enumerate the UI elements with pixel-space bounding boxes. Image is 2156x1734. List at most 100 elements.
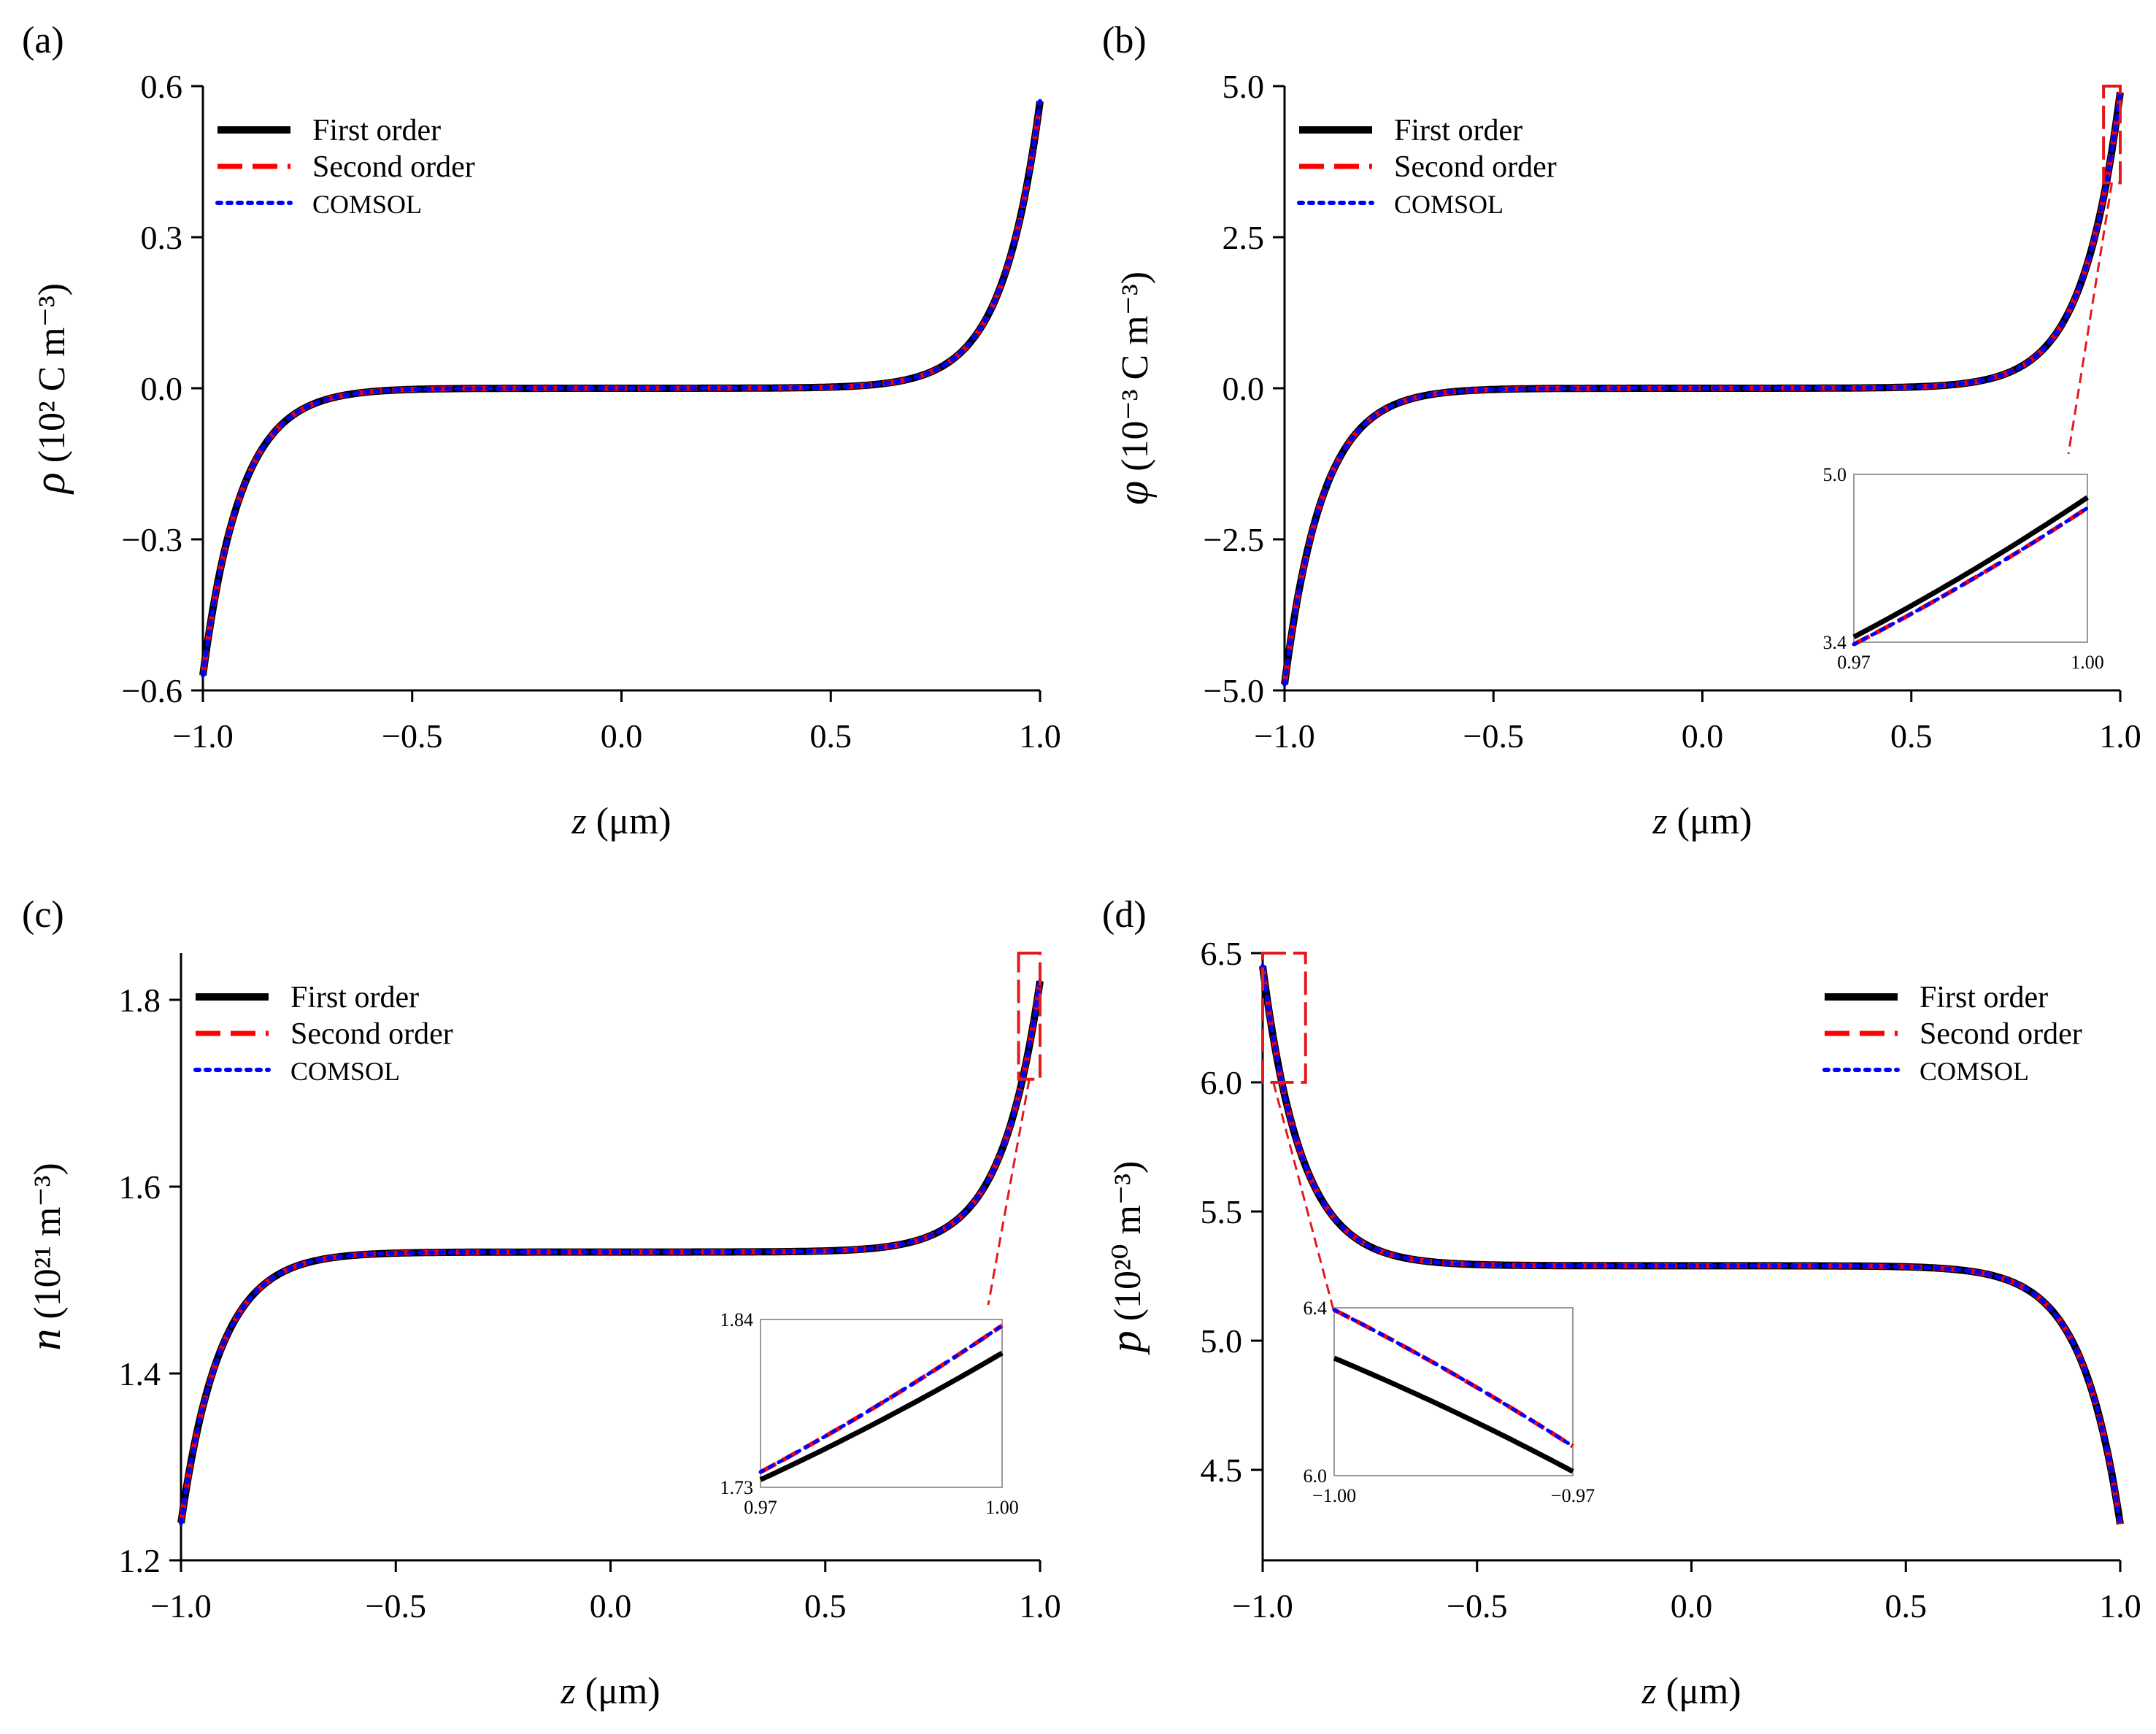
panel-b: (b) −1.0 −0.5 0.0 0.5 1.0 −5.0 −2.5 0.0 2.5 5.0 z (… [1102, 20, 2141, 842]
zoom-lead-line [1272, 1082, 1337, 1319]
y-tick-label: 6.5 [1201, 935, 1243, 972]
y-tick-label: 1.8 [119, 982, 161, 1019]
x-axis-symbol: z [1652, 801, 1667, 842]
y-axis-label: p (10²⁰ m⁻³) [1101, 1161, 1150, 1356]
x-tick-label: −1.0 [1254, 717, 1314, 755]
series-line-dotted [1260, 963, 2122, 1527]
x-tick-label: 1.0 [2099, 1587, 2141, 1625]
x-tick-label: −1.0 [150, 1587, 211, 1625]
y-tick-label: 5.5 [1201, 1193, 1243, 1230]
inset-y-tick-label: 6.4 [1304, 1298, 1328, 1319]
panel-c: (c) −1.0 −0.5 0.0 0.5 1.0 1.2 1.4 1.6 1.8 z (μm) n … [21, 894, 1061, 1712]
y-tick-label: −0.6 [122, 672, 182, 709]
x-axis-label: z (μm) [571, 801, 671, 842]
x-tick-label: 0.5 [804, 1587, 847, 1625]
y-tick-label: 2.5 [1223, 219, 1265, 256]
y-tick-label: −5.0 [1204, 672, 1264, 709]
x-tick-label: 0.5 [1885, 1587, 1928, 1625]
x-axis-label: z (μm) [1641, 1671, 1741, 1712]
inset-y-tick-label: 6.0 [1304, 1465, 1328, 1487]
y-tick-label: −2.5 [1204, 521, 1264, 558]
y-axis-symbol: ρ [26, 472, 74, 495]
y-tick-label: 0.6 [141, 68, 183, 105]
y-axis-label: ρ (10² C m⁻³) [26, 283, 74, 495]
inset-x-tick-label: 1.00 [985, 1497, 1019, 1518]
x-axis-unit: (μm) [587, 801, 671, 842]
legend-label: First order [1920, 981, 2048, 1014]
y-tick-label: 6.0 [1201, 1064, 1243, 1101]
series-line-dotted [1282, 90, 2122, 687]
series-line-dotted [201, 99, 1042, 678]
y-axis-unit: (10² C m⁻³) [31, 283, 73, 472]
y-tick-label: 1.4 [119, 1355, 161, 1392]
x-axis-symbol: z [1641, 1671, 1656, 1712]
x-axis-unit: (μm) [576, 1671, 661, 1712]
x-tick-label: 0.5 [1890, 717, 1933, 755]
x-tick-label: −1.0 [1232, 1587, 1293, 1625]
panel-d: (d) −1.0 −0.5 0.0 0.5 1.0 4.5 5.0 5.5 6.0 6.5 z (μm… [1101, 894, 2141, 1712]
x-tick-label: −0.5 [1447, 1587, 1507, 1625]
zoom-lead-line [2067, 182, 2114, 455]
x-tick-label: 1.0 [1019, 1587, 1061, 1625]
legend-label: Second order [290, 1017, 453, 1051]
inset: −1.00 −0.97 6.4 6.0 [1304, 1298, 1595, 1506]
x-tick-label: 0.0 [1671, 1587, 1713, 1625]
y-tick-label: 0.0 [141, 370, 183, 407]
y-axis-label: n (10²¹ m⁻³) [21, 1163, 69, 1350]
y-tick-label: 4.5 [1201, 1452, 1243, 1489]
inset-y-tick-label: 5.0 [1823, 464, 1847, 485]
inset-y-tick-label: 1.73 [720, 1477, 754, 1498]
legend-label: COMSOL [290, 1057, 400, 1086]
x-tick-label: 0.0 [590, 1587, 632, 1625]
inset-series-first-order [1852, 495, 2089, 639]
y-axis-symbol: n [21, 1329, 69, 1351]
inset-x-tick-label: 1.00 [2071, 652, 2104, 673]
legend-label: First order [1394, 114, 1522, 147]
inset-series-comsol [758, 1323, 1004, 1474]
x-axis-label: z (μm) [1652, 801, 1752, 842]
y-tick-label: 1.6 [119, 1168, 161, 1206]
inset: 0.97 1.00 3.4 5.0 [1823, 464, 2104, 673]
y-axis-unit: (10⁻³ C m⁻³) [1114, 271, 1156, 481]
panel-label: (b) [1102, 20, 1147, 61]
x-tick-label: 0.0 [1682, 717, 1724, 755]
legend-label: Second order [1394, 150, 1557, 184]
panel-label: (a) [22, 20, 64, 61]
inset-series-first-order [1333, 1355, 1574, 1474]
y-tick-label: −0.3 [122, 521, 182, 558]
inset-series-comsol [1852, 506, 2090, 647]
y-tick-label: 0.3 [141, 219, 183, 256]
y-tick-label: 1.2 [119, 1542, 161, 1579]
x-tick-label: −0.5 [382, 717, 442, 755]
x-tick-label: −0.5 [1463, 717, 1524, 755]
inset-series-comsol [1332, 1308, 1575, 1449]
legend-label: COMSOL [1920, 1057, 2029, 1086]
x-tick-label: −1.0 [172, 717, 233, 755]
legend-label: Second order [1920, 1017, 2082, 1051]
y-axis-unit: (10²⁰ m⁻³) [1107, 1161, 1149, 1331]
zoom-box [2102, 85, 2122, 185]
inset-series-first-order [759, 1350, 1004, 1482]
x-axis-unit: (μm) [1668, 801, 1752, 842]
y-tick-label: 5.0 [1223, 68, 1265, 105]
series-line-dashed [178, 980, 1043, 1524]
y-tick-label: 5.0 [1201, 1322, 1243, 1360]
x-tick-label: 1.0 [1019, 717, 1061, 755]
legend-label: Second order [312, 150, 475, 184]
inset-x-tick-label: −1.00 [1312, 1485, 1356, 1506]
x-axis-unit: (μm) [1657, 1671, 1741, 1712]
x-tick-label: 0.0 [601, 717, 643, 755]
inset-x-tick-label: −0.97 [1551, 1485, 1595, 1506]
legend-label: First order [312, 114, 441, 147]
zoom-box [1261, 952, 1307, 1084]
panel-label: (d) [1102, 894, 1147, 936]
y-axis-symbol: p [1101, 1330, 1150, 1355]
inset-y-tick-label: 3.4 [1823, 632, 1847, 653]
y-axis-unit: (10²¹ m⁻³) [27, 1163, 69, 1328]
y-tick-label: 0.0 [1223, 370, 1265, 407]
x-tick-label: 1.0 [2099, 717, 2141, 755]
inset-x-tick-label: 0.97 [744, 1497, 777, 1518]
inset-frame [1333, 1307, 1574, 1476]
legend-label: COMSOL [1394, 190, 1504, 219]
